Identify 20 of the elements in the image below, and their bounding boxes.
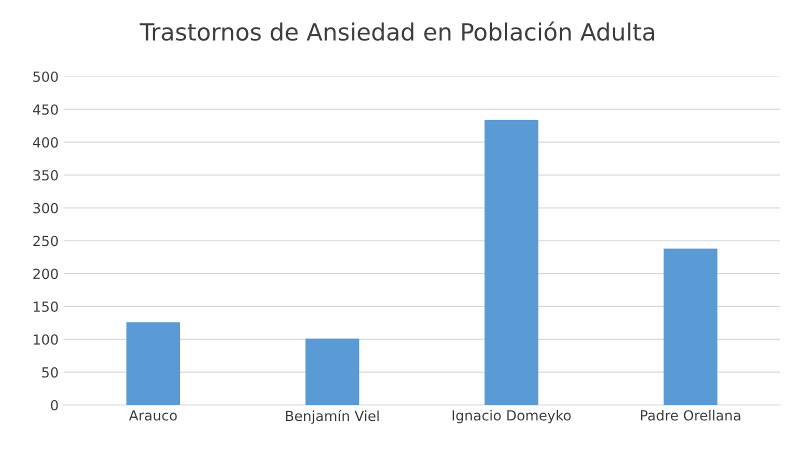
y-tick-label: 350 <box>33 170 58 181</box>
y-tick-label: 500 <box>33 71 58 82</box>
bar <box>484 120 538 405</box>
x-tick-label: Benjamín Viel <box>286 410 379 424</box>
y-tick-label: 50 <box>42 367 58 378</box>
y-tick-label: 300 <box>33 202 58 214</box>
x-tick-label: Arauco <box>129 410 177 421</box>
x-tick-label: Ignacio Domeyko <box>452 410 571 424</box>
chart-title: Trastornos de Ansiedad en Población Adulta <box>140 22 654 41</box>
bar <box>664 248 718 405</box>
y-tick-label: 200 <box>33 268 58 280</box>
bar <box>305 338 360 405</box>
y-tick-label: 250 <box>33 236 58 246</box>
y-tick-label: 100 <box>34 334 58 345</box>
y-tick-label: 0 <box>50 400 58 410</box>
bar <box>126 322 180 405</box>
y-tick-label: 400 <box>32 137 58 148</box>
y-tick-label: 450 <box>32 104 58 115</box>
y-tick-label: 150 <box>34 301 58 312</box>
x-tick-label: Padre Orellana <box>640 410 740 421</box>
